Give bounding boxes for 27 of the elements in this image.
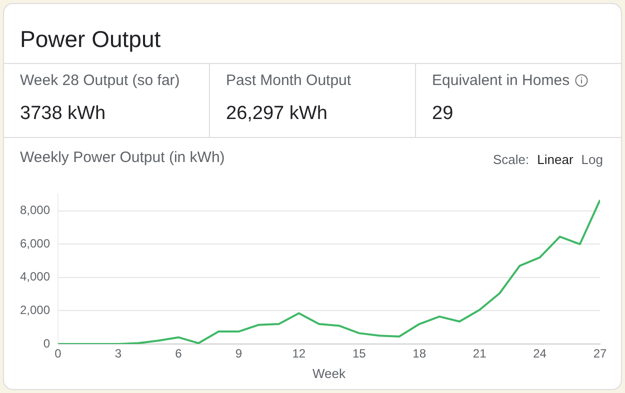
text: Week 28 Output (so far) <box>20 72 180 89</box>
x-tick-label: 12 <box>292 346 306 361</box>
x-tick-label: 18 <box>412 346 426 361</box>
x-tick-label: 9 <box>235 346 242 361</box>
x-axis-title: Week <box>312 366 346 381</box>
text: Past Month Output <box>226 72 352 89</box>
x-tick-label: 21 <box>472 346 487 361</box>
chart-title: Weekly Power Output (in kWh) <box>20 149 225 166</box>
text: Power Output <box>20 26 161 53</box>
y-tick-label: 2,000 <box>20 303 50 318</box>
y-tick-label: 6,000 <box>20 236 50 250</box>
text: Linear <box>537 152 574 167</box>
y-tick-label: 0 <box>43 336 50 350</box>
x-tick-label: 0 <box>54 346 62 361</box>
y-tick-label: 4,000 <box>20 270 50 284</box>
x-tick-label: 27 <box>593 346 607 361</box>
y-tick-label: 8,000 <box>20 203 50 218</box>
text: 26,297 kWh <box>226 103 328 125</box>
x-tick-label: 15 <box>352 346 366 361</box>
x-tick-label: 24 <box>533 346 547 361</box>
text: 29 <box>432 103 454 125</box>
text: Log <box>581 152 603 167</box>
text: Scale: <box>493 152 530 167</box>
text: Equivalent in Homes <box>432 72 570 89</box>
text: 3738 kWh <box>20 103 107 125</box>
x-tick-label: 6 <box>175 346 182 361</box>
x-tick-label: 3 <box>114 346 122 361</box>
